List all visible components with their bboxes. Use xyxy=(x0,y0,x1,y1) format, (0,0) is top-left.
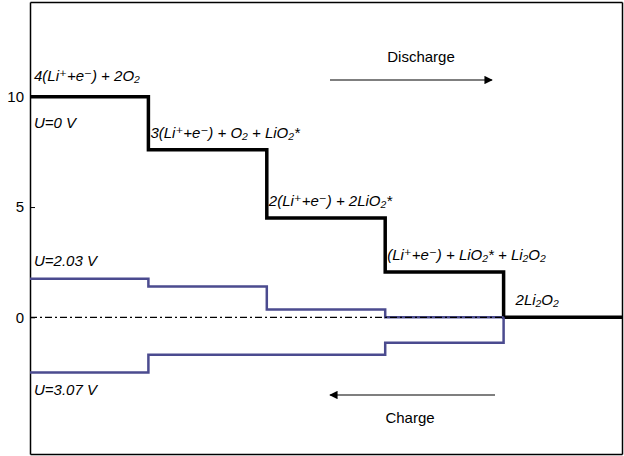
level-label: 2(Li⁺+e⁻) + 2LiO₂* xyxy=(268,192,393,209)
y-tick-label: 0 xyxy=(16,309,24,326)
series-line xyxy=(30,317,504,372)
y-axis: 0 5 10 xyxy=(7,3,35,455)
series-label: U=3.07 V xyxy=(34,381,99,398)
data-area xyxy=(30,97,622,373)
frame-right xyxy=(622,3,623,455)
series-label: U=0 V xyxy=(34,114,78,131)
series-label: U=2.03 V xyxy=(34,252,99,269)
direction-arrow xyxy=(330,394,495,395)
y-tick-label: 10 xyxy=(7,88,24,105)
chart: 0 5 10 U=0 V U=2.03 V U=3.07 V 4(Li⁺+e⁻) + 2O₂… xyxy=(0,0,624,456)
direction-arrow xyxy=(330,79,492,80)
y-tick-label: 5 xyxy=(16,198,24,215)
x-axis-line xyxy=(31,454,623,456)
plot: 0 5 10 U=0 V U=2.03 V U=3.07 V 4(Li⁺+e⁻) + 2O₂… xyxy=(7,3,622,455)
x-axis xyxy=(31,454,623,455)
series-line xyxy=(30,97,622,317)
frame-top xyxy=(31,2,623,3)
arrow-label: Discharge xyxy=(387,48,455,65)
reference-line xyxy=(30,317,504,318)
y-tick: 5 xyxy=(16,198,35,215)
y-axis-line xyxy=(30,3,32,455)
y-tick-mark xyxy=(30,207,35,208)
series-line xyxy=(30,279,504,318)
frame-right-line xyxy=(622,3,624,455)
labels: U=0 V U=2.03 V U=3.07 V 4(Li⁺+e⁻) + 2O₂ 3(Li… xyxy=(34,48,559,426)
level-label: (Li⁺+e⁻) + LiO₂* + Li₂O₂ xyxy=(387,246,546,263)
level-label: 3(Li⁺+e⁻) + O₂ + LiO₂* xyxy=(150,124,301,141)
frame-top-line xyxy=(31,2,623,4)
level-label: 2Li₂O₂ xyxy=(515,291,559,308)
arrow-label: Charge xyxy=(385,409,434,426)
level-label: 4(Li⁺+e⁻) + 2O₂ xyxy=(34,67,140,84)
